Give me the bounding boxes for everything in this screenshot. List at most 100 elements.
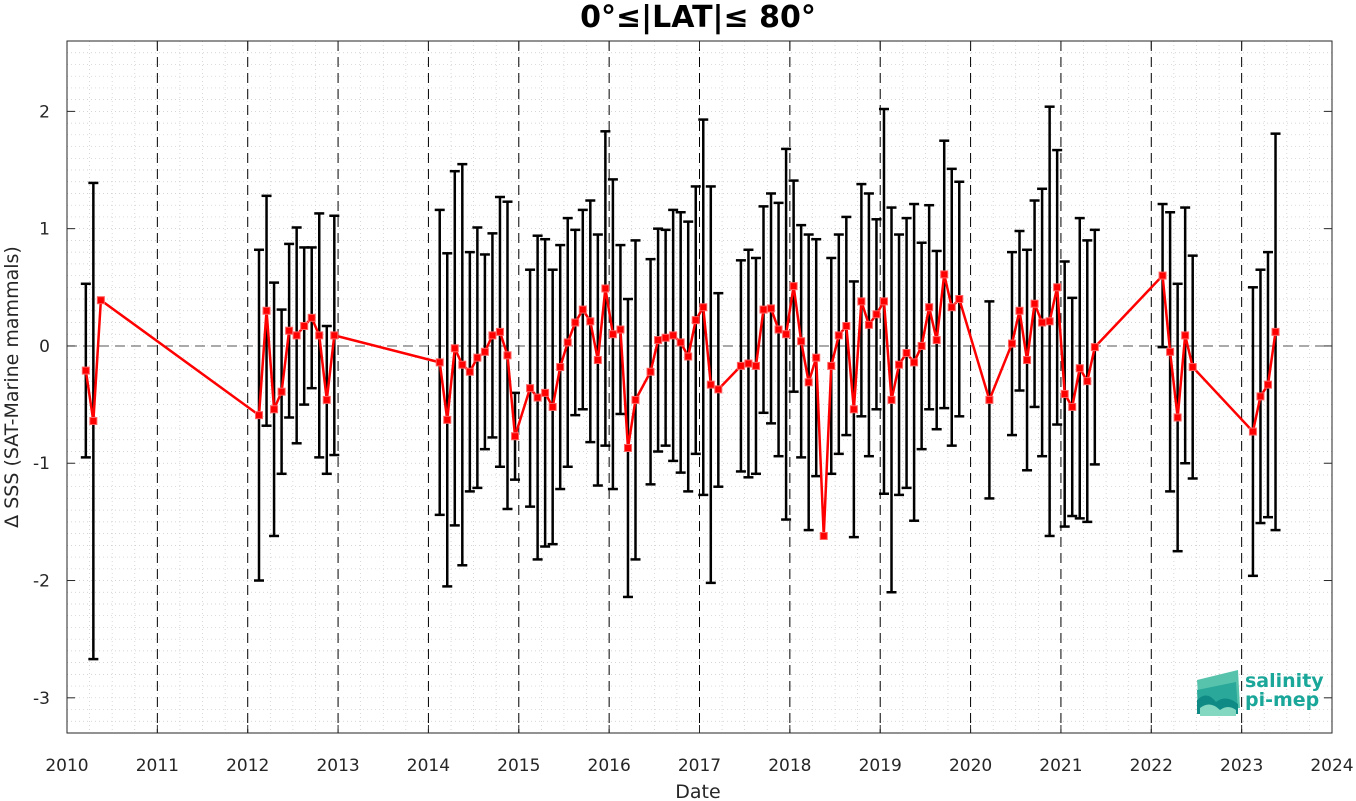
data-point xyxy=(488,331,497,340)
data-markers xyxy=(81,270,1280,540)
data-point xyxy=(541,388,550,397)
axes xyxy=(66,40,1333,734)
data-point xyxy=(834,331,843,340)
x-tick-label: 2023 xyxy=(1220,756,1263,776)
x-tick-label: 2019 xyxy=(859,756,902,776)
reference-lines xyxy=(67,41,1332,733)
data-point xyxy=(285,326,294,335)
data-point xyxy=(1053,283,1062,292)
data-point xyxy=(1263,380,1272,389)
data-point xyxy=(684,352,693,361)
data-point xyxy=(578,305,587,314)
data-point xyxy=(563,338,572,347)
data-point xyxy=(601,284,610,293)
data-point xyxy=(322,395,331,404)
data-point xyxy=(96,296,105,305)
data-point xyxy=(1271,327,1280,336)
data-point xyxy=(1248,427,1257,436)
data-point xyxy=(872,310,881,319)
data-point xyxy=(706,380,715,389)
data-point xyxy=(782,330,791,339)
data-point xyxy=(902,348,911,357)
data-point xyxy=(608,330,617,339)
data-point xyxy=(751,361,760,370)
data-point xyxy=(646,367,655,376)
data-point xyxy=(1256,392,1265,401)
data-point xyxy=(895,360,904,369)
logo-text-pimep: pi-mep xyxy=(1245,689,1319,711)
data-point xyxy=(1181,331,1190,340)
data-point xyxy=(947,303,956,312)
data-point xyxy=(315,331,324,340)
data-point xyxy=(857,297,866,306)
data-point xyxy=(955,295,964,304)
data-point xyxy=(443,415,452,424)
data-point xyxy=(932,336,941,345)
data-point xyxy=(586,317,595,326)
data-point xyxy=(1068,402,1077,411)
x-tick-label: 2016 xyxy=(588,756,631,776)
y-tick-label: -2 xyxy=(33,572,50,592)
data-point xyxy=(480,347,489,356)
data-point xyxy=(654,336,663,345)
data-point xyxy=(511,432,520,441)
data-point xyxy=(571,318,580,327)
data-point xyxy=(917,341,926,350)
x-tick-label: 2018 xyxy=(768,756,811,776)
data-point xyxy=(623,443,632,452)
data-point xyxy=(879,297,888,306)
data-point xyxy=(1038,318,1047,327)
data-point xyxy=(1075,364,1084,373)
x-tick-label: 2017 xyxy=(678,756,721,776)
data-point xyxy=(1083,377,1092,386)
data-point xyxy=(1030,299,1039,308)
y-axis-label: Δ SSS (SAT-Marine mammals) xyxy=(1,246,23,528)
data-point xyxy=(767,304,776,313)
x-tick-label: 2022 xyxy=(1130,756,1173,776)
x-tick-label: 2024 xyxy=(1310,756,1353,776)
data-point xyxy=(548,402,557,411)
data-point xyxy=(89,417,98,426)
data-point xyxy=(1023,356,1032,365)
x-tick-label: 2020 xyxy=(949,756,992,776)
data-point xyxy=(556,363,565,372)
logo-text-salinity: salinity xyxy=(1245,670,1324,692)
data-point xyxy=(292,331,301,340)
data-point xyxy=(676,338,685,347)
data-point xyxy=(819,531,828,540)
data-point xyxy=(616,325,625,334)
x-tick-label: 2015 xyxy=(497,756,540,776)
data-point xyxy=(270,405,279,414)
data-point xyxy=(812,353,821,362)
data-point xyxy=(495,327,504,336)
x-tick-label: 2014 xyxy=(407,756,450,776)
data-point xyxy=(661,333,670,342)
data-point xyxy=(1015,306,1024,315)
data-point xyxy=(669,331,678,340)
x-tick-label: 2021 xyxy=(1039,756,1082,776)
x-tick-label: 2012 xyxy=(226,756,269,776)
y-tick-label: 2 xyxy=(39,102,50,122)
data-point xyxy=(736,361,745,370)
data-point xyxy=(458,360,467,369)
tick-labels: 2010 2011 2012 2013 2014 2015 2016 2017 2018 2019… xyxy=(33,102,1354,776)
data-point xyxy=(465,367,474,376)
data-point xyxy=(255,411,264,420)
data-point xyxy=(842,322,851,331)
data-point xyxy=(593,356,602,365)
y-tick-label: 0 xyxy=(39,337,50,357)
data-point xyxy=(849,405,858,414)
data-point xyxy=(631,395,640,404)
data-point xyxy=(827,361,836,370)
data-point xyxy=(1060,390,1069,399)
data-point xyxy=(503,351,512,360)
data-point xyxy=(940,270,949,279)
data-point xyxy=(277,387,286,396)
data-point xyxy=(699,303,708,312)
data-point xyxy=(1045,317,1054,326)
data-point xyxy=(864,320,873,329)
data-point xyxy=(759,305,768,314)
data-point xyxy=(925,303,934,312)
data-point xyxy=(887,395,896,404)
data-point xyxy=(533,393,542,402)
